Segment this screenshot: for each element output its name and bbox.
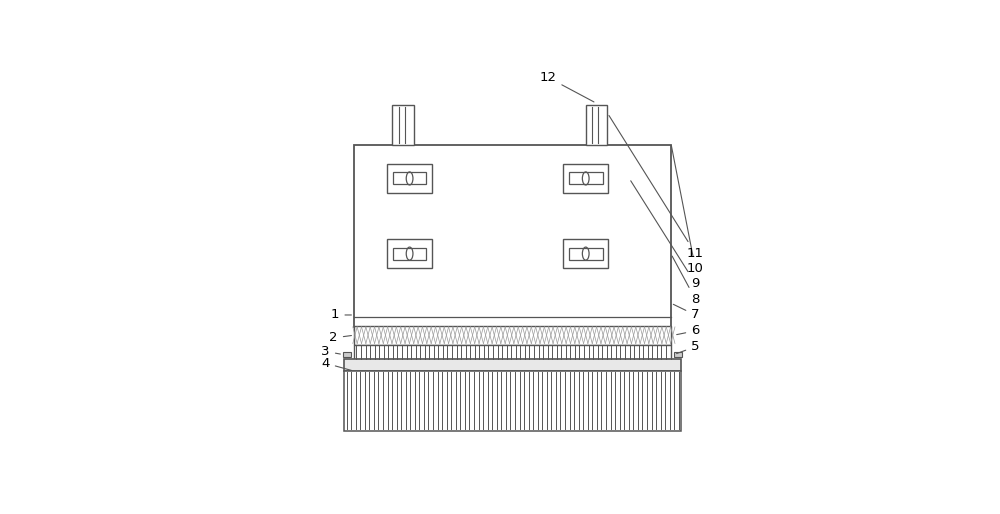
Bar [563,239,608,268]
Text: 6: 6 [677,324,700,337]
Bar [354,345,671,359]
Text: 11: 11 [609,116,704,260]
Bar [674,352,682,357]
Text: 9: 9 [631,181,700,290]
Text: 12: 12 [540,71,594,102]
Bar [344,371,681,431]
Bar [354,145,671,327]
Bar [569,248,603,260]
Bar [343,352,351,357]
Text: 8: 8 [672,256,700,306]
Bar [586,105,607,145]
Bar [354,326,671,345]
Bar [569,173,603,185]
Text: 10: 10 [671,145,704,275]
Text: 5: 5 [677,340,700,354]
Bar [393,173,426,185]
Bar [393,248,426,260]
Bar [344,359,681,371]
Text: 1: 1 [331,308,351,321]
Bar [387,239,432,268]
Text: 2: 2 [329,332,351,344]
Text: 7: 7 [673,304,700,321]
Bar [563,163,608,193]
Text: 3: 3 [321,345,340,358]
Bar [387,163,432,193]
Bar [392,105,414,145]
Text: 4: 4 [322,357,352,371]
